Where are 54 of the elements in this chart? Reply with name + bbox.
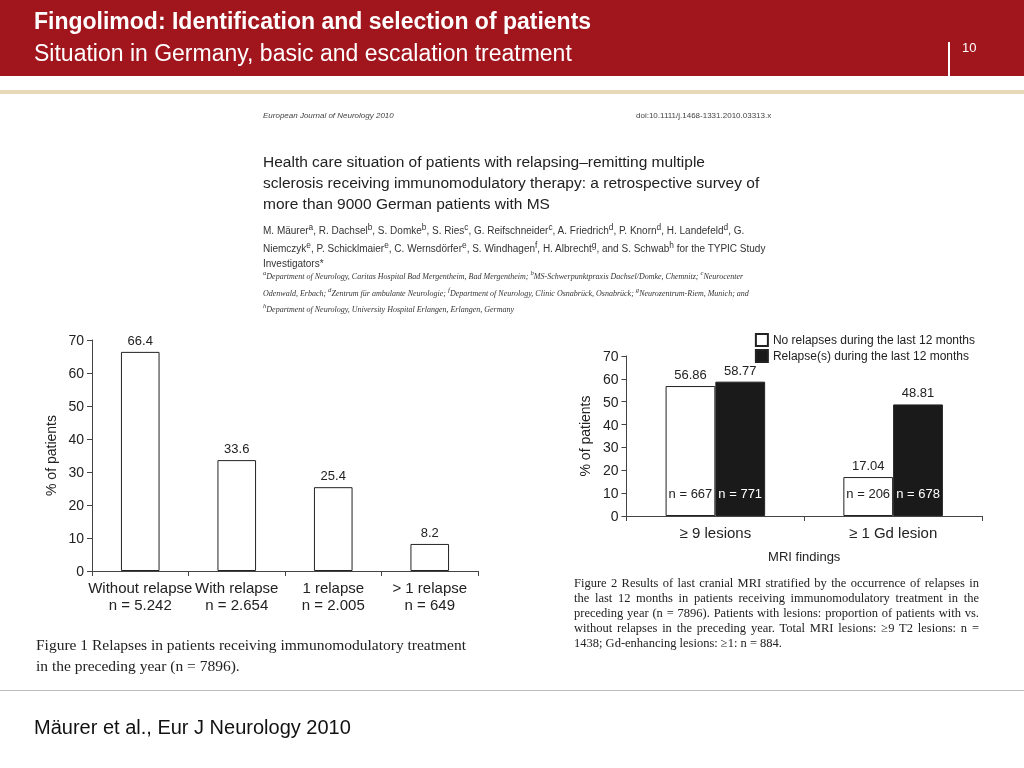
x-axis-title: MRI findings [768, 549, 841, 564]
bar [217, 460, 257, 571]
text: doi:10.1111/j.1468-1331.2010.03313.x [636, 111, 772, 120]
y-tick-label: 50 [68, 398, 85, 414]
y-tick-label: 30 [68, 464, 85, 480]
x-tick-label: With relapse n = 2.654 [195, 579, 279, 613]
data-label: 8.2 [420, 524, 439, 540]
y-tick-label: 50 [602, 393, 619, 410]
annotation: n = 771 [718, 485, 763, 501]
bar [120, 351, 160, 571]
annotation: n = 678 [896, 485, 940, 501]
data-label: 56.86 [674, 367, 707, 383]
y-axis-title: % of patients [577, 395, 593, 477]
chart-title: Fingolimod: Identification and selection of patients [34, 8, 592, 35]
x-tick-label: > 1 relapse n = 649 [392, 579, 468, 613]
annotation: n = 206 [846, 485, 891, 501]
data-label: 25.4 [320, 468, 346, 484]
y-tick-label: 30 [602, 439, 619, 456]
y-tick-label: 70 [68, 332, 85, 348]
data-label: 58.77 [723, 362, 757, 378]
data-label: 33.6 [224, 441, 250, 457]
text: Health care situation of patients with relapsing–remitting multiple sclerosis receiving immunomodulatory therapy: a retrospective survey of more than 9000 German patients with MS [263, 152, 761, 214]
y-tick-label: 60 [602, 370, 619, 387]
y-tick-label: 40 [602, 416, 619, 433]
bar [313, 487, 353, 571]
text: $^{a}$Department of Neurology, Caritas Hospital Bad Mergentheim, Bad Mergentheim; $^{b}$MS-Schwerpunktpraxis Dachsel/Domke, Chemnitz; $^{c}$Neurocenter Odenwald, Erbach; $^{d}$Zentrum für ambulante Neurologie; $^{f}$Department of Neurology, Clinic Osnabrück, Osnabrück; $^{g}$Neurozentrum-Riem, Munich; and $^{h}$Department of Neurology, University Hospital Erlangen, Erlangen, Germany [263, 269, 749, 314]
y-tick-label: 10 [602, 485, 619, 502]
x-tick-label: 1 relapse n = 2.005 [301, 579, 365, 613]
x-tick-label: ≥ 9 lesions [679, 524, 752, 541]
y-tick-label: 10 [68, 530, 85, 546]
y-tick-label: 0 [76, 563, 85, 579]
text: European Journal of Neurology 2010 [263, 111, 394, 120]
data-label: 66.4 [127, 332, 153, 348]
y-axis-title: % of patients [42, 415, 59, 496]
chart-subtitle: Situation in Germany, basic and escalation treatment [34, 40, 572, 67]
caption: Figure 1 Relapses in patients receiving immunomodulatory treatment in the preceding year (n = 7896). [36, 635, 468, 676]
text: 10 [962, 40, 977, 55]
y-tick-label: 70 [602, 348, 619, 364]
x-tick-label: ≥ 1 Gd lesion [848, 524, 938, 541]
y-tick-label: 20 [68, 497, 85, 513]
caption: Figure 2 Results of last cranial MRI stratified by the occurrence of relapses in the last 12 months in patients receiving immunomodulatory treatment in the preceding year (n = 7896). Patients with lesions: proportion of patients with vs. without relapses in the preceding year. Total MRI lesions: ≥9 T2 lesions: n = 1438; Gd-enhancing lesions: ≥1: n = 884. [574, 576, 979, 651]
y-tick-label: 20 [602, 462, 619, 479]
y-tick-label: 60 [68, 365, 85, 381]
data-label: 17.04 [851, 458, 885, 474]
y-tick-label: 0 [610, 508, 619, 524]
text: M. Mäurer$^{a}$, R. Dachsel$^{b}$, S. Domke$^{b}$, S. Ries$^{c}$, G. Reifschneider$^{c}$, A. Friedrich$^{d}$, P. Knorn$^{d}$, H. Landefeld$^{d}$, G. Niemczyk$^{e}$, P. Schicklmaier$^{e}$, C. Wernsdörfer$^{e}$, S. Windhagen$^{f}$, H. Albrecht$^{g}$, and S. Schwab$^{h}$ for the TYPIC Study Investigators* [263, 222, 766, 269]
bar [410, 543, 450, 571]
data-label: 48.81 [901, 385, 935, 401]
y-tick-label: 40 [68, 431, 85, 447]
x-tick-label: Without relapse n = 5.242 [88, 579, 193, 613]
legend-label: Relapse(s) during the last 12 months [772, 349, 969, 363]
text: Mäurer et al., Eur J Neurology 2010 [34, 716, 351, 739]
legend-label: No relapses during the last 12 months [772, 333, 976, 347]
annotation: n = 667 [668, 485, 713, 501]
